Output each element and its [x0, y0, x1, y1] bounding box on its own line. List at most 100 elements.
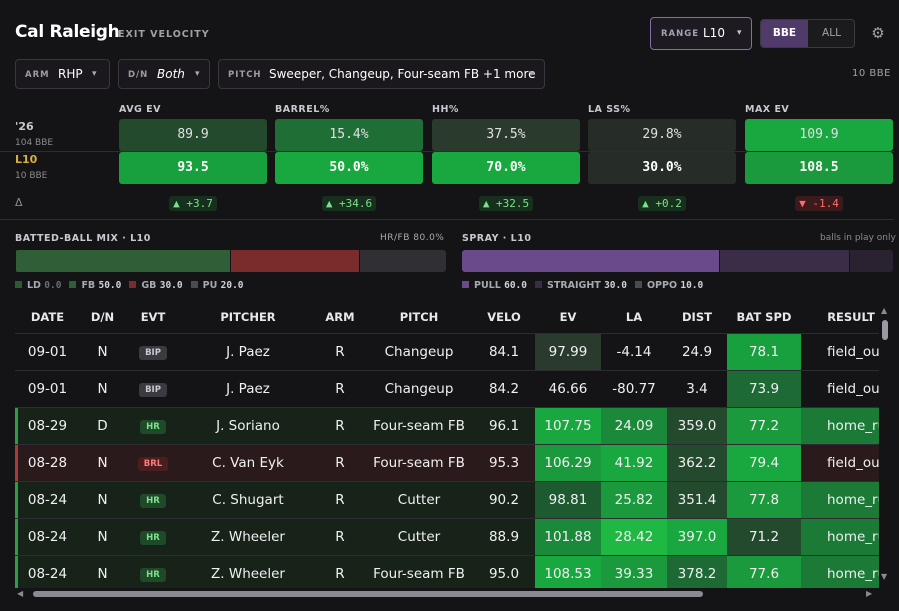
season-row-sub: 104 BBE	[15, 138, 54, 148]
table-row[interactable]: 09-01 N BIP J. Paez R Changeup 84.2 46.66 -80.77…	[15, 370, 879, 407]
scroll-thumb[interactable]	[882, 320, 888, 340]
table-row[interactable]: 08-29 D HR J. Soriano R Four-seam FB 96.1 107.7…	[15, 407, 879, 444]
arm-filter[interactable]: ARM RHP ▾	[15, 59, 110, 89]
legend-label: LD	[27, 280, 41, 291]
column-header[interactable]: ARM	[325, 310, 355, 324]
table-row[interactable]: 08-24 N HR Z. Wheeler R Four-seam FB 95.0 108.5…	[15, 555, 879, 588]
scroll-down-icon[interactable]: ▼	[881, 572, 888, 581]
column-header[interactable]: VELO	[487, 310, 521, 324]
recent-row-sub: 10 BBE	[15, 171, 48, 181]
column-header[interactable]: RESULT	[827, 310, 875, 324]
cell-pitcher: J. Paez	[226, 344, 270, 360]
metric-season-value: 37.5%	[432, 119, 580, 151]
metric-season-value: 89.9	[119, 119, 267, 151]
spray-bar	[462, 250, 893, 272]
cell-arm: R	[335, 492, 345, 508]
table-row[interactable]: 08-24 N HR C. Shugart R Cutter 90.2 98.81 25.82 3…	[15, 481, 879, 518]
metric-delta-value: ▲ +0.2	[638, 196, 686, 211]
cell-batspd: 73.9	[727, 371, 801, 407]
column-header[interactable]: EV	[559, 310, 577, 324]
batted_ball-segment-gb	[230, 250, 360, 272]
legend-value: 10.0	[680, 280, 704, 291]
cell-la: 41.92	[601, 445, 667, 481]
legend-item: PU 20.0	[190, 280, 244, 291]
batted-ball-table: DATE D/N EVT PITCHER ARM PITCH VELO EV LA DIST BAT…	[15, 298, 879, 588]
column-header[interactable]: BAT SPD	[736, 310, 792, 324]
page-subtitle: EXIT VELOCITY	[118, 29, 210, 40]
metric-delta-value: ▲ +3.7	[169, 196, 217, 211]
legend-value: 30.0	[159, 280, 183, 291]
table-row[interactable]: 08-28 N BRL C. Van Eyk R Four-seam FB 95.3 106.…	[15, 444, 879, 481]
row-accent	[15, 556, 18, 588]
cell-date: 08-28	[27, 455, 68, 471]
legend-label: GB	[141, 280, 157, 291]
metric-delta: ▲ +0.2	[588, 196, 736, 211]
table-row[interactable]: 09-01 N BIP J. Paez R Changeup 84.1 97.99 -4.14 2…	[15, 333, 879, 370]
cell-pitch: Cutter	[397, 529, 441, 545]
column-header[interactable]: EVT	[140, 310, 166, 324]
column-header[interactable]: PITCHER	[220, 310, 276, 324]
recent-row-label: L10	[15, 153, 38, 166]
cell-velo: 84.2	[488, 381, 520, 397]
metric-recent-value: 108.5	[745, 152, 893, 184]
metric-delta-value: ▲ +34.6	[321, 196, 377, 211]
cell-pitch: Changeup	[384, 381, 454, 397]
cell-dist: 3.4	[686, 381, 708, 397]
cell-result: field_out	[827, 344, 879, 360]
cell-dn: N	[97, 529, 108, 545]
gear-icon[interactable]: ⚙	[871, 24, 885, 42]
column-header[interactable]: DIST	[682, 310, 712, 324]
cell-arm: R	[335, 455, 345, 471]
pitch-filter[interactable]: PITCH Sweeper, Changeup, Four-seam FB +1…	[218, 59, 545, 89]
cell-velo: 95.0	[488, 566, 520, 582]
column-header[interactable]: DATE	[30, 310, 65, 324]
legend-item: OPPO 10.0	[634, 280, 704, 291]
cell-arm: R	[335, 344, 345, 360]
divider	[0, 219, 894, 220]
divider	[0, 151, 894, 152]
hrfb-value: HR/FB 80.0%	[380, 233, 445, 243]
cell-pitcher: C. Van Eyk	[212, 455, 284, 471]
delta-row-label: Δ	[15, 196, 23, 209]
cell-result: field_out	[827, 455, 879, 471]
spray-segment-straight	[719, 250, 850, 272]
scroll-up-icon[interactable]: ▲	[881, 306, 888, 315]
cell-dist: 397.0	[667, 519, 727, 555]
cell-pitch: Four-seam FB	[373, 455, 465, 471]
column-header[interactable]: LA	[625, 310, 643, 324]
range-select[interactable]: RANGE L10 ▾	[650, 17, 752, 50]
cell-pitch: Changeup	[384, 344, 454, 360]
toggle-all[interactable]: ALL	[822, 27, 841, 39]
cell-velo: 96.1	[488, 418, 520, 434]
toggle-bbe[interactable]: BBE	[761, 20, 808, 47]
legend-label: PULL	[474, 280, 501, 291]
legend-item: GB 30.0	[129, 280, 183, 291]
legend-label: STRAIGHT	[547, 280, 601, 291]
scroll-left-icon[interactable]: ◀	[17, 589, 24, 598]
legend-item: STRAIGHT 30.0	[535, 280, 627, 291]
batted-ball-legend: LD 0.0 FB 50.0 GB 30.0 PU 20.0	[15, 280, 252, 291]
vertical-scrollbar[interactable]: ▲ ▼	[880, 306, 890, 586]
cell-dn: N	[97, 344, 108, 360]
dn-filter[interactable]: D/N Both ▾	[118, 59, 210, 89]
metric-delta: ▲ +3.7	[119, 196, 267, 211]
cell-date: 08-29	[27, 418, 68, 434]
cell-dn: N	[97, 492, 108, 508]
cell-pitch: Four-seam FB	[373, 418, 465, 434]
column-header[interactable]: PITCH	[399, 310, 439, 324]
event-badge: BIP	[139, 383, 167, 397]
cell-batspd: 78.1	[727, 334, 801, 370]
table-row[interactable]: 08-24 N HR Z. Wheeler R Cutter 88.9 101.88 28.42…	[15, 518, 879, 555]
scroll-right-icon[interactable]: ▶	[866, 589, 873, 598]
pitch-filter-value: Sweeper, Changeup, Four-seam FB +1 more	[269, 67, 536, 81]
cell-batspd: 71.2	[727, 519, 801, 555]
scroll-thumb[interactable]	[33, 591, 703, 597]
cell-la: 24.09	[601, 408, 667, 444]
legend-swatch	[190, 281, 198, 288]
horizontal-scrollbar[interactable]: ◀ ▶	[15, 588, 879, 600]
cell-batspd: 77.2	[727, 408, 801, 444]
event-badge: BIP	[139, 346, 167, 360]
column-header[interactable]: D/N	[90, 310, 115, 324]
legend-value: 30.0	[604, 280, 627, 291]
cell-la: -80.77	[612, 381, 656, 397]
